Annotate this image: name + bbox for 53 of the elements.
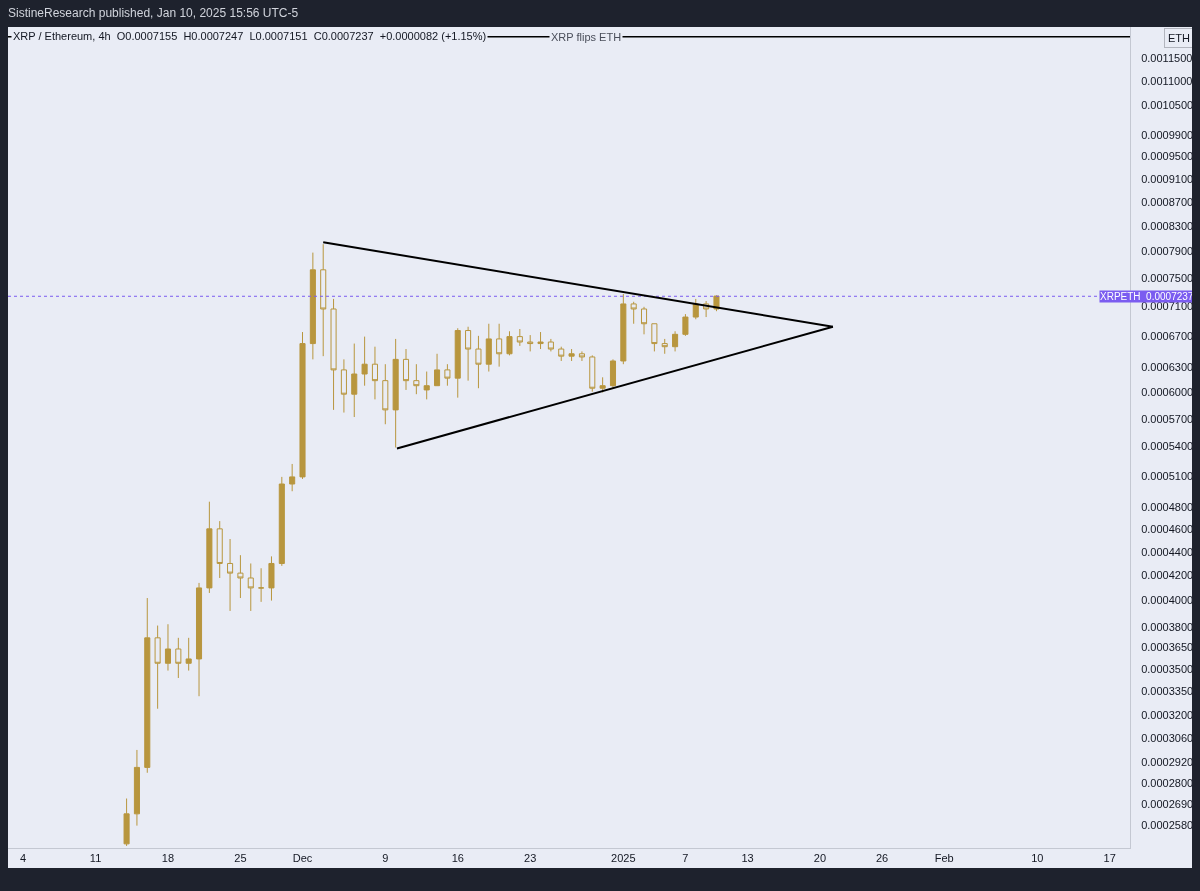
x-tick-label: 20	[813, 852, 827, 865]
y-tick-label: 0.0003060	[1141, 731, 1194, 744]
x-tick-label: 10	[1031, 852, 1044, 865]
y-tick-label: 0.0002690	[1141, 798, 1194, 811]
chart-subtitle: XRP / Ethereum, 4h O0.0007155 H0.0007247 L0.0007151 C0.0007237 +0.0000082 (+1.15%)	[13, 30, 487, 42]
x-tick-label: 7	[682, 852, 689, 865]
x-tick-label: 26	[875, 852, 889, 865]
y-tick-label: 0.0011000	[1141, 75, 1193, 88]
ref-line-label: XRPETH 0.0007237	[1100, 291, 1194, 302]
y-tick-label: 0.0004000	[1141, 594, 1194, 607]
y-tick-label: 0.0007500	[1141, 271, 1194, 284]
chart-title: SistineResearch published, Jan 10, 2025 15:56 UTC-5	[7, 5, 300, 22]
y-tick-label: 0.0009900	[1141, 129, 1194, 142]
x-tick-label: 17	[1103, 852, 1116, 865]
y-tick-label: 0.0005100	[1141, 469, 1194, 482]
y-tick-label: 0.0003500	[1141, 662, 1194, 675]
y-tick-label: 0.0003200	[1141, 708, 1194, 721]
y-tick-label: 0.0002800	[1141, 777, 1194, 790]
y-tick-label: 0.0007900	[1141, 245, 1194, 258]
x-tick-label: 18	[161, 852, 175, 865]
y-tick-label: 0.0007100	[1141, 299, 1194, 312]
x-tick-label: 4	[20, 852, 27, 865]
y-axis-title: ETH	[1168, 32, 1191, 44]
x-tick-label: Feb	[934, 852, 954, 865]
y-tick-label: 0.0006300	[1141, 361, 1194, 374]
ref-line-label: XRP flips ETH	[551, 31, 622, 43]
x-tick-label: Dec	[292, 852, 313, 865]
y-tick-label: 0.0003800	[1141, 620, 1194, 633]
x-tick-label: 25	[234, 852, 247, 865]
y-tick-label: 0.0006700	[1141, 329, 1194, 342]
y-tick-label: 0.0010500	[1141, 99, 1194, 112]
y-tick-label: 0.0004200	[1141, 569, 1194, 582]
y-tick-label: 0.0009500	[1141, 150, 1194, 163]
y-tick-label: 0.0002580	[1141, 819, 1194, 832]
x-tick-label: 16	[451, 852, 464, 865]
y-tick-label: 0.0008700	[1141, 195, 1194, 208]
y-tick-label: 0.0008300	[1141, 219, 1194, 232]
y-tick-label: 0.0003350	[1141, 685, 1194, 698]
y-tick-label: 0.0004800	[1141, 500, 1194, 513]
y-tick-label: 0.0011500	[1141, 52, 1193, 65]
y-tick-label: 0.0004400	[1141, 545, 1194, 558]
y-tick-label: 0.0003650	[1141, 641, 1194, 654]
x-tick-label: 13	[741, 852, 754, 865]
x-tick-label: 11	[89, 852, 102, 865]
y-tick-label: 0.0009100	[1141, 172, 1194, 185]
y-tick-label: 0.0002920	[1141, 755, 1194, 768]
x-tick-label: 2025	[611, 852, 636, 865]
y-tick-label: 0.0004600	[1141, 522, 1194, 535]
x-tick-label: 23	[524, 852, 537, 865]
y-tick-label: 0.0005700	[1141, 412, 1194, 425]
y-tick-label: 0.0006000	[1141, 386, 1194, 399]
x-tick-label: 9	[382, 852, 389, 865]
y-tick-label: 0.0005400	[1141, 440, 1194, 453]
